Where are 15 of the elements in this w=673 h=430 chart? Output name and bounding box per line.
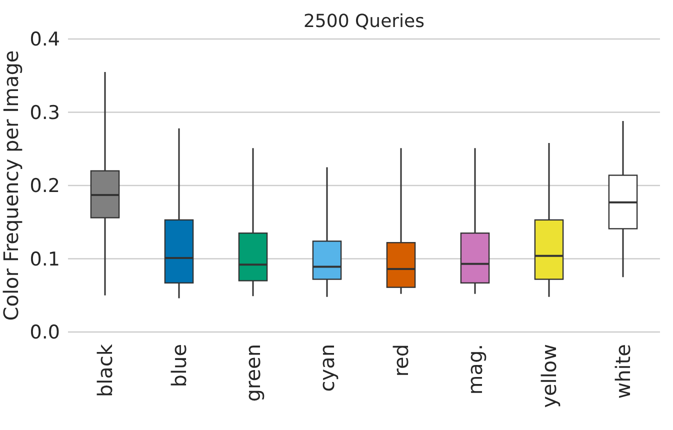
y-tick-label: 0.3: [30, 102, 60, 124]
x-tick-label: yellow: [537, 344, 561, 408]
x-tick-label: green: [241, 344, 265, 402]
x-tick-label: red: [389, 344, 413, 377]
x-tick-label: cyan: [315, 344, 339, 392]
y-tick-label: 0.2: [30, 175, 60, 198]
y-tick-label: 0.0: [30, 322, 60, 344]
y-tick-label: 0.1: [30, 248, 60, 270]
y-tick-label: 0.4: [30, 28, 60, 51]
x-tick-label: black: [93, 344, 117, 398]
x-tick-label: white: [611, 344, 635, 399]
x-tick-label: blue: [167, 344, 191, 388]
chart-title: 2500 Queries: [303, 11, 425, 32]
y-axis-title: Color Frequency per Image: [0, 50, 23, 321]
x-tick-label: mag.: [463, 344, 487, 395]
